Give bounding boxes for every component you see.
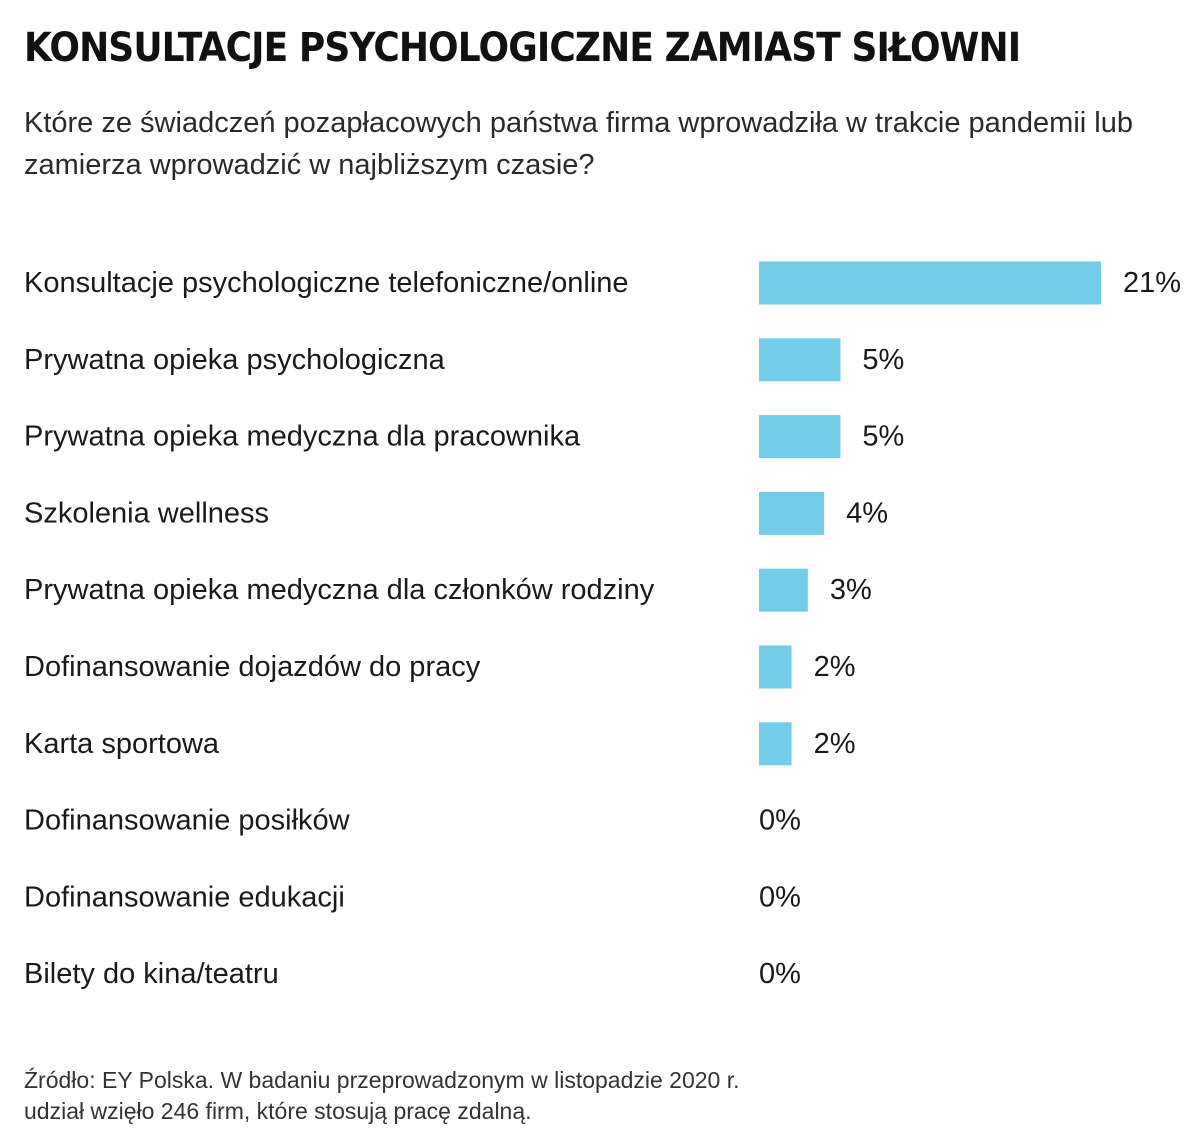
- bar: [759, 645, 792, 689]
- bar-row-szkolenia-wellness: Szkolenia wellness 4%: [24, 491, 888, 535]
- value-label: 3%: [830, 574, 872, 606]
- category-label: Karta sportowa: [24, 728, 220, 760]
- value-label: 4%: [846, 497, 888, 529]
- value-label: 0%: [759, 881, 801, 913]
- bar-row-prywatna-opieka-medyczna-dla-pracownika: Prywatna opieka medyczna dla pracownika 5…: [24, 415, 904, 459]
- bar: [759, 261, 1101, 305]
- value-label: 21%: [1123, 267, 1181, 299]
- category-label: Prywatna opieka medyczna dla członków ro…: [24, 574, 655, 606]
- category-label: Dofinansowanie posiłków: [24, 805, 351, 837]
- category-label: Konsultacje psychologiczne telefoniczne/…: [24, 267, 629, 299]
- bar-row-dofinansowanie-edukacji: Dofinansowanie edukacji 0%: [24, 881, 801, 913]
- bar-chart: Konsultacje psychologiczne telefoniczne/…: [24, 261, 1181, 990]
- category-label: Prywatna opieka psychologiczna: [24, 344, 446, 376]
- value-label: 5%: [862, 344, 904, 376]
- bar: [759, 338, 841, 382]
- chart-subtitle: Które ze świadczeń pozapłacowych państwa…: [24, 107, 1133, 181]
- value-label: 0%: [759, 805, 801, 837]
- category-label: Bilety do kina/teatru: [24, 958, 279, 990]
- bar: [759, 568, 808, 612]
- bar: [759, 491, 825, 535]
- bar-row-prywatna-opieka-psychologiczna: Prywatna opieka psychologiczna 5%: [24, 338, 904, 382]
- source-line-2: udział wzięło 246 firm, które stosują pr…: [24, 1098, 532, 1124]
- bar-row-bilety-do-kina-teatru: Bilety do kina/teatru 0%: [24, 958, 801, 990]
- bar: [759, 722, 792, 766]
- bar-row-konsultacje-psychologiczne-telefoniczne-online: Konsultacje psychologiczne telefoniczne/…: [24, 261, 1181, 305]
- category-label: Szkolenia wellness: [24, 497, 269, 529]
- source-note: Źródło: EY Polska. W badaniu przeprowadz…: [24, 1065, 1124, 1127]
- bar-row-karta-sportowa: Karta sportowa 2%: [24, 722, 856, 766]
- source-line-1: Źródło: EY Polska. W badaniu przeprowadz…: [24, 1067, 740, 1093]
- value-label: 5%: [862, 421, 904, 453]
- bar-row-dofinansowanie-posilkow: Dofinansowanie posiłków 0%: [24, 805, 801, 837]
- bar-row-dofinansowanie-dojazdow-do-pracy: Dofinansowanie dojazdów do pracy 2%: [24, 645, 856, 689]
- category-label: Dofinansowanie dojazdów do pracy: [24, 651, 481, 683]
- value-label: 2%: [814, 728, 856, 760]
- category-label: Prywatna opieka medyczna dla pracownika: [24, 421, 581, 453]
- bar: [759, 415, 841, 459]
- bar-row-prywatna-opieka-medyczna-dla-czlonkow-rodziny: Prywatna opieka medyczna dla członków ro…: [24, 568, 872, 612]
- category-label: Dofinansowanie edukacji: [24, 881, 345, 913]
- value-label: 2%: [814, 651, 856, 683]
- chart-title: KONSULTACJE PSYCHOLOGICZNE ZAMIAST SIŁOW…: [24, 25, 1021, 71]
- value-label: 0%: [759, 958, 801, 990]
